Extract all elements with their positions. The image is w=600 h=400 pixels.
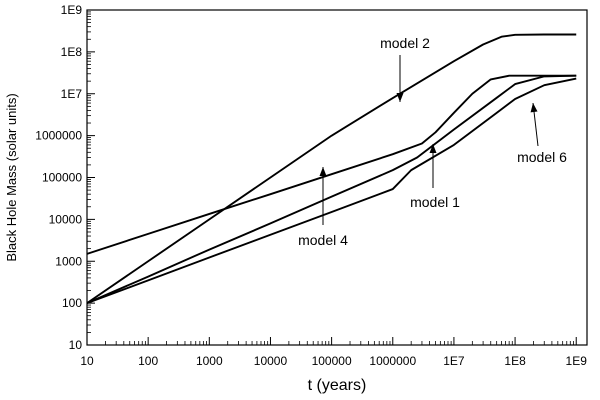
arrow-head	[429, 144, 437, 153]
y-tick-label: 1E8	[61, 45, 83, 59]
x-tick-label: 100	[138, 354, 158, 368]
y-axis-title: Black Hole Mass (solar units)	[4, 93, 19, 261]
y-tick-label: 10000	[49, 212, 83, 226]
arrow-head	[319, 167, 327, 176]
x-tick-label: 1E8	[504, 354, 526, 368]
annotations: model 2 model 4 model 1 model 6	[298, 35, 567, 248]
y-tick-label: 10	[69, 338, 83, 352]
annotation-label: model 6	[517, 149, 567, 165]
y-tick-label: 1000	[55, 254, 82, 268]
x-tick-label: 1E7	[443, 354, 465, 368]
x-tick-label: 1000	[196, 354, 223, 368]
arrow-head	[530, 103, 538, 113]
series-line-1	[86, 33, 577, 304]
arrow-head	[396, 93, 404, 102]
series-lines	[86, 33, 577, 305]
x-tick-label: 100000	[312, 354, 352, 368]
x-tick-label: 10000	[254, 354, 288, 368]
y-tick-label: 1E9	[61, 3, 83, 17]
x-axis-ticks: 10 100 1000 10000 100000 1000000 1E7 1E8 1E9	[80, 337, 587, 368]
y-axis-ticks: 10 100 1000 10000 100000 1000000 1E7 1E8 1E9	[35, 3, 95, 352]
x-axis-title: t (years)	[308, 377, 367, 394]
x-tick-label: 1000000	[369, 354, 416, 368]
series-line-3	[86, 74, 577, 305]
y-tick-label: 1000000	[35, 129, 82, 143]
y-tick-label: 1E7	[61, 87, 83, 101]
y-tick-label: 100000	[42, 171, 82, 185]
annotation-label: model 2	[380, 35, 430, 51]
annotation-label: model 1	[410, 194, 460, 210]
annotation-label: model 4	[298, 232, 348, 248]
series-line-4	[86, 77, 577, 305]
y-tick-label: 100	[62, 296, 82, 310]
x-tick-label: 10	[80, 354, 94, 368]
plot-frame	[86, 9, 588, 346]
x-tick-label: 1E9	[566, 354, 588, 368]
series-line-2	[86, 74, 577, 255]
